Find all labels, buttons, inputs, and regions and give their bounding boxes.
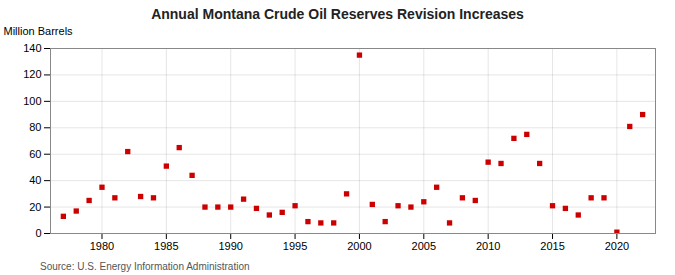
svg-text:40: 40 bbox=[29, 174, 41, 186]
svg-text:2015: 2015 bbox=[540, 240, 564, 252]
svg-text:100: 100 bbox=[23, 95, 41, 107]
svg-text:0: 0 bbox=[35, 227, 41, 239]
svg-text:1980: 1980 bbox=[90, 240, 114, 252]
svg-text:1995: 1995 bbox=[283, 240, 307, 252]
svg-text:20: 20 bbox=[29, 201, 41, 213]
html-text:Annual Montana Crude Oil Reser: Annual Montana Crude Oil Reserves Revisi… bbox=[151, 6, 524, 22]
html-text:Source: U.S. Energy Informatio: Source: U.S. Energy Information Administ… bbox=[40, 261, 250, 272]
svg-text:2010: 2010 bbox=[476, 240, 500, 252]
svg-text:Million Barrels: Million Barrels bbox=[4, 25, 74, 37]
svg-text:120: 120 bbox=[23, 68, 41, 80]
svg-text:140: 140 bbox=[23, 42, 41, 54]
svg-text:2020: 2020 bbox=[605, 240, 629, 252]
svg-text:80: 80 bbox=[29, 121, 41, 133]
svg-text:1985: 1985 bbox=[154, 240, 178, 252]
svg-text:60: 60 bbox=[29, 148, 41, 160]
svg-text:2000: 2000 bbox=[347, 240, 371, 252]
svg-text:1990: 1990 bbox=[218, 240, 242, 252]
svg-text:2005: 2005 bbox=[412, 240, 436, 252]
